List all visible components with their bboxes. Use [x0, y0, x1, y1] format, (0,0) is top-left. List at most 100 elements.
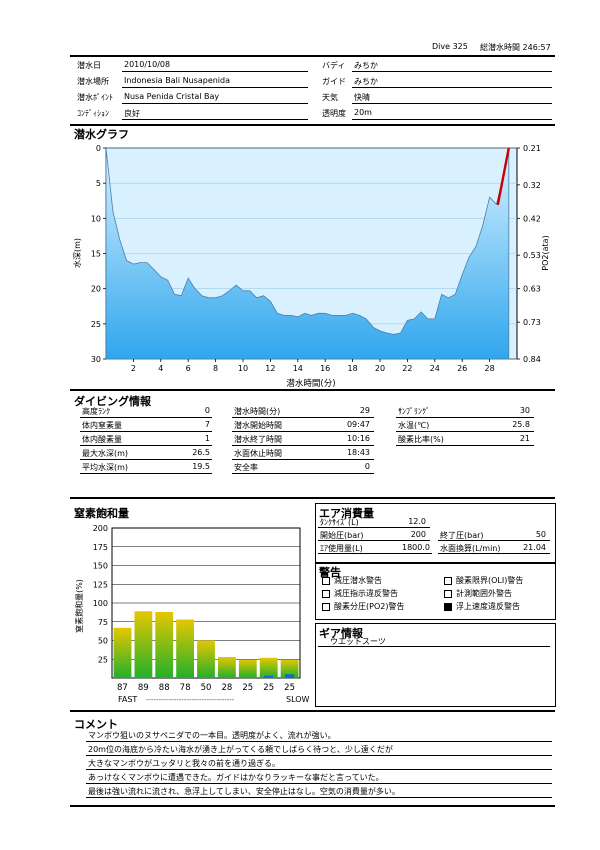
info-value: 18:43: [346, 448, 370, 457]
info-label: 潜水終了時間: [234, 435, 282, 444]
info-label: 高度ﾗﾝｸ: [82, 407, 110, 416]
graph-divider: [70, 124, 555, 126]
info-underline: [80, 445, 212, 446]
info-underline: [396, 417, 534, 418]
nitrogen-bar: [197, 640, 215, 678]
info-underline: [232, 417, 374, 418]
compartment-label: 78: [180, 683, 191, 693]
info-label: 水温(℃): [398, 421, 430, 430]
visibility-value: 20m: [354, 108, 372, 117]
info-label: ｻﾝﾌﾟﾘﾝｸﾞ: [398, 407, 430, 416]
info-label: 潜水時間(分): [234, 407, 281, 416]
diveinfo-divider: [70, 389, 555, 391]
info-underline: [80, 459, 212, 460]
fast-label: FAST: [118, 695, 137, 704]
depth-axis-label: 水深(m): [72, 238, 82, 268]
nitrogen-bar: [155, 612, 174, 678]
condition-value: 良好: [124, 109, 140, 118]
po2-tick-label: 0.42: [523, 214, 541, 223]
depth-tick-label: 20: [91, 285, 101, 294]
time-tick-label: 18: [348, 364, 358, 373]
checkbox-icon: [322, 576, 330, 585]
point-underline: [122, 103, 308, 104]
depth-tick-label: 0: [96, 144, 101, 153]
info-value: 19.5: [192, 462, 210, 471]
air-underline: [318, 540, 430, 541]
nitrogen-tick-label: 175: [93, 543, 108, 552]
dive-graph-title: 潜水グラフ: [74, 128, 129, 141]
po2-axis-label: PO2(ata): [541, 235, 550, 270]
warning-po2: 酸素分圧(PO2)警告: [322, 601, 404, 612]
time-tick-label: 10: [238, 364, 248, 373]
info-underline: [232, 459, 374, 460]
warning-oxygen-limit: 酸素限界(OLI)警告: [444, 575, 523, 586]
nitrogen-axis-label: 窒素飽和量(%): [74, 579, 84, 633]
depth-tick-label: 5: [96, 179, 101, 188]
comment-title: コメント: [74, 718, 118, 731]
dive-info-title: ダイビング情報: [74, 395, 151, 408]
nitrogen-bar: [176, 619, 194, 678]
guide-label: ガイド: [322, 77, 346, 86]
visibility-underline: [352, 119, 552, 120]
guide-underline: [352, 87, 552, 88]
po2-tick-label: 0.63: [523, 285, 541, 294]
warning-label: 酸素分圧(PO2)警告: [334, 602, 405, 611]
end-pressure-label: 終了圧(bar): [440, 531, 484, 540]
info-underline: [80, 473, 212, 474]
info-value: 29: [359, 406, 370, 415]
weather-underline: [352, 103, 552, 104]
buddy-label: バディ: [322, 61, 346, 70]
info-label: 平均水深(m): [82, 463, 129, 472]
compartment-label: 50: [201, 683, 212, 693]
warning-label: 浮上速度違反警告: [456, 602, 520, 611]
depth-tick-label: 10: [91, 214, 101, 223]
surface-rate-label: 水面換算(L/min): [440, 544, 501, 553]
time-tick-label: 22: [402, 364, 412, 373]
time-tick-label: 28: [485, 364, 495, 373]
gear-underline: [318, 646, 550, 647]
time-tick-label: 2: [131, 364, 136, 373]
condition-label: ｺﾝﾃﾞｨｼｮﾝ: [77, 109, 109, 118]
compartment-label: 25: [263, 683, 274, 693]
info-value: 1: [204, 434, 210, 443]
nitrogen-tick-label: 200: [93, 524, 108, 533]
checkbox-icon: [444, 576, 452, 585]
nitrogen-tick-label: 75: [98, 618, 108, 627]
nitrogen-bar: [218, 657, 236, 678]
comment-underline: [86, 769, 552, 770]
info-label: 潜水開始時間: [234, 421, 282, 430]
end-pressure-value: 50: [535, 530, 546, 539]
info-label: 体内酸素量: [82, 435, 122, 444]
start-pressure-value: 200: [410, 530, 426, 539]
info-underline: [232, 445, 374, 446]
tank-label: ﾀﾝｸｻｲｽﾞ(L): [320, 518, 359, 527]
place-value: Indonesia Bali Nusapenida: [124, 76, 231, 85]
info-label: 体内窒素量: [82, 421, 122, 430]
visibility-label: 透明度: [322, 109, 346, 118]
date-underline: [122, 71, 308, 72]
nitrogen-bar: [259, 657, 278, 679]
info-underline: [232, 431, 374, 432]
air-underline: [438, 540, 550, 541]
warning-box: [315, 563, 556, 620]
warning-ascent-rate: 浮上速度違反警告: [444, 601, 520, 612]
comment-underline: [86, 741, 552, 742]
info-underline: [396, 431, 534, 432]
info-underline: [396, 445, 534, 446]
info-underline: [80, 417, 212, 418]
nitrogen-tick-label: 150: [93, 562, 108, 571]
comment-underline: [86, 797, 552, 798]
po2-tick-label: 0.84: [523, 355, 541, 364]
nitrogen-bar: [134, 611, 153, 679]
checkbox-icon: [444, 589, 452, 598]
compartment-label: 88: [159, 683, 170, 693]
gear-title: ギア情報: [319, 627, 363, 640]
info-value: 0: [364, 462, 370, 471]
header-divider: [70, 55, 555, 57]
comment-divider: [70, 710, 555, 712]
nitrogen-bar-secondary: [264, 675, 274, 679]
po2-tick-label: 0.73: [523, 318, 541, 327]
date-label: 潜水日: [77, 61, 101, 70]
nitrogen-bar-secondary: [285, 674, 294, 679]
place-underline: [122, 87, 308, 88]
